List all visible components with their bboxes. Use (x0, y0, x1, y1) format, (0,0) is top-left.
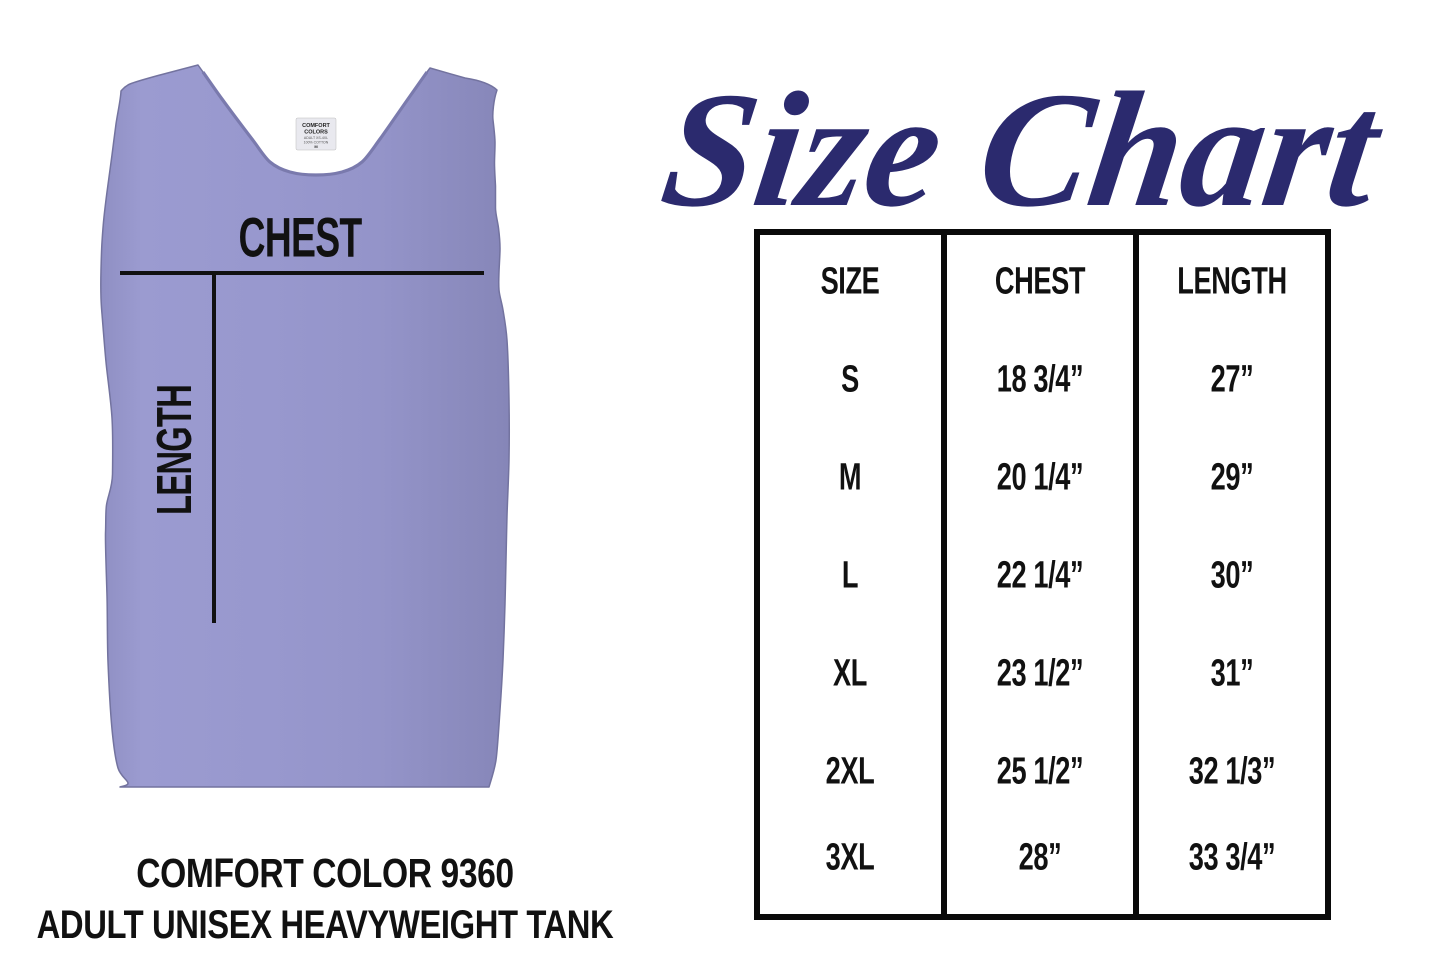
svg-text:LENGTH: LENGTH (1177, 260, 1286, 303)
svg-text:SIZE: SIZE (821, 260, 880, 303)
svg-text:28”: 28” (1019, 836, 1062, 879)
svg-text:ADULT XS-4XL: ADULT XS-4XL (304, 136, 328, 140)
svg-text:18 3/4”: 18 3/4” (997, 358, 1083, 401)
svg-text:23 1/2”: 23 1/2” (997, 652, 1083, 695)
svg-text:2XL: 2XL (826, 750, 875, 793)
svg-text:25 1/2”: 25 1/2” (997, 750, 1083, 793)
svg-text:29”: 29” (1211, 456, 1254, 499)
svg-text:32 1/3”: 32 1/3” (1189, 750, 1275, 793)
svg-text:LENGTH: LENGTH (146, 385, 201, 515)
svg-text:31”: 31” (1211, 652, 1254, 695)
svg-text:COMFORT: COMFORT (302, 123, 330, 129)
svg-text:33 3/4”: 33 3/4” (1189, 836, 1275, 879)
svg-text:30”: 30” (1211, 554, 1254, 597)
svg-text:XL: XL (833, 652, 867, 695)
svg-text:CHEST: CHEST (995, 260, 1085, 303)
svg-text:S: S (841, 358, 859, 401)
svg-text:22 1/4”: 22 1/4” (997, 554, 1083, 597)
svg-text:20 1/4”: 20 1/4” (997, 456, 1083, 499)
svg-text:COLORS: COLORS (304, 130, 328, 136)
svg-text:3XL: 3XL (826, 836, 875, 879)
svg-text:M: M (839, 456, 861, 499)
svg-text:CHEST: CHEST (239, 207, 363, 269)
svg-text:27”: 27” (1211, 358, 1254, 401)
svg-text:L: L (842, 554, 858, 597)
